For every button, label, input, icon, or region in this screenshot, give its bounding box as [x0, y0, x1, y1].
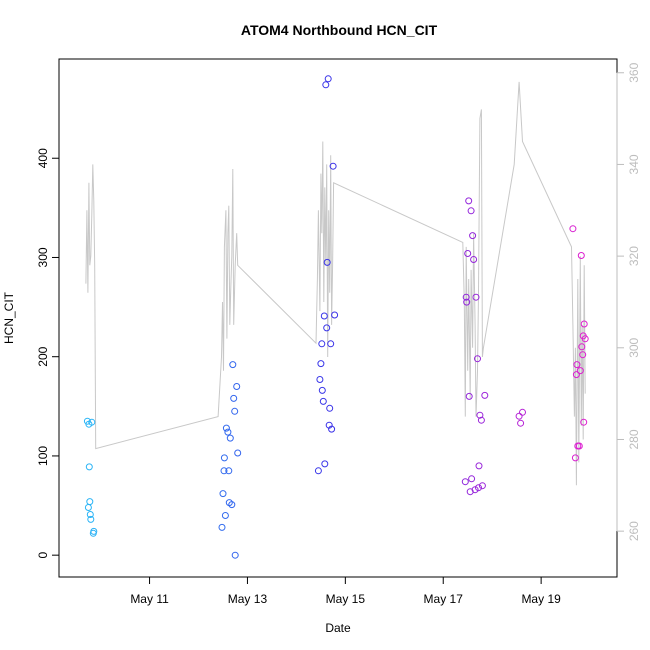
y2-tick-label: 260 [627, 521, 641, 541]
data-point [222, 424, 230, 432]
data-point [572, 371, 580, 379]
data-point [468, 475, 476, 483]
data-point [90, 527, 98, 535]
data-point [573, 361, 581, 369]
data-point [323, 324, 331, 332]
data-point [470, 256, 478, 263]
data-point [462, 293, 470, 301]
data-point [230, 394, 238, 402]
data-point [86, 511, 94, 518]
data-point [314, 467, 322, 475]
data-point [219, 490, 227, 498]
data-point [476, 411, 484, 419]
data-point [331, 311, 339, 319]
data-point [231, 407, 239, 415]
y-axis-title: HCN_CIT [2, 291, 16, 344]
data-point [323, 258, 331, 266]
x-tick-label: May 19 [521, 592, 561, 606]
x-tick-label: May 11 [130, 592, 169, 606]
data-point [472, 293, 480, 301]
y2-tick-label: 340 [627, 154, 641, 174]
data-point [578, 343, 586, 351]
data-point [316, 376, 324, 383]
data-point [465, 392, 473, 400]
data-point [461, 478, 469, 486]
data-point [519, 408, 526, 416]
data-point [229, 361, 237, 369]
y2-tick-label: 300 [627, 337, 641, 357]
data-point [224, 428, 232, 436]
y2-tick-label: 280 [627, 429, 641, 449]
data-point [324, 75, 332, 83]
y-axis-left: 0 100 200 300 400 [36, 148, 60, 559]
data-point [317, 360, 325, 368]
data-point [575, 442, 583, 450]
y2-tick-label: 320 [627, 246, 641, 266]
data-point [318, 386, 326, 394]
data-point [467, 207, 475, 215]
data-point [220, 454, 228, 462]
data-point [515, 412, 523, 420]
data-point [569, 225, 577, 233]
data-point [228, 501, 236, 509]
y-tick-label: 0 [36, 552, 50, 559]
data-point [319, 397, 327, 405]
data-point [517, 419, 525, 427]
scatter-series [83, 75, 589, 559]
data-point [463, 298, 471, 306]
data-point [477, 416, 485, 424]
data-point [85, 463, 93, 471]
data-point [579, 351, 587, 359]
data-point [571, 454, 579, 462]
data-point [475, 462, 483, 470]
data-point [218, 523, 226, 531]
data-point [231, 551, 239, 559]
y-axis-right: 260 280 300 320 340 360 [616, 62, 641, 541]
data-point [234, 449, 242, 457]
data-point [233, 383, 241, 390]
x-tick-label: May 13 [228, 592, 268, 606]
data-point [220, 467, 228, 475]
x-tick-label: May 17 [424, 592, 464, 606]
data-point [577, 252, 585, 259]
data-point [326, 404, 334, 412]
data-point [86, 498, 94, 506]
data-point [471, 486, 479, 494]
data-point [576, 367, 584, 375]
line-series [85, 81, 586, 486]
data-point [88, 418, 96, 426]
data-point [474, 355, 481, 363]
data-point [478, 482, 486, 490]
y-tick-label: 400 [36, 148, 50, 168]
x-axis-title: Date [325, 621, 351, 635]
data-point [327, 340, 335, 348]
data-point [580, 320, 588, 328]
data-point [226, 434, 234, 442]
data-point [328, 425, 336, 433]
data-point [329, 162, 337, 170]
data-point [318, 340, 326, 348]
x-tick-label: May 15 [326, 592, 366, 606]
data-point [464, 250, 472, 257]
y-tick-label: 200 [36, 346, 50, 366]
data-point [469, 232, 477, 240]
data-point [221, 512, 229, 519]
data-point [481, 391, 489, 399]
data-point [320, 312, 328, 320]
chart-title: ATOM4 Northbound HCN_CIT [241, 22, 438, 38]
data-point [465, 197, 473, 205]
y-tick-label: 100 [36, 446, 50, 466]
y2-tick-label: 360 [627, 62, 641, 82]
data-point [580, 418, 588, 426]
data-point [475, 484, 482, 492]
data-point [87, 515, 95, 523]
data-point [322, 81, 330, 89]
series-line [85, 81, 586, 486]
data-point [225, 467, 233, 475]
data-point [321, 460, 329, 468]
y-tick-label: 300 [36, 247, 50, 267]
x-axis: May 11 May 13 May 15 May 17 May 19 [130, 576, 561, 606]
data-point [581, 335, 589, 343]
